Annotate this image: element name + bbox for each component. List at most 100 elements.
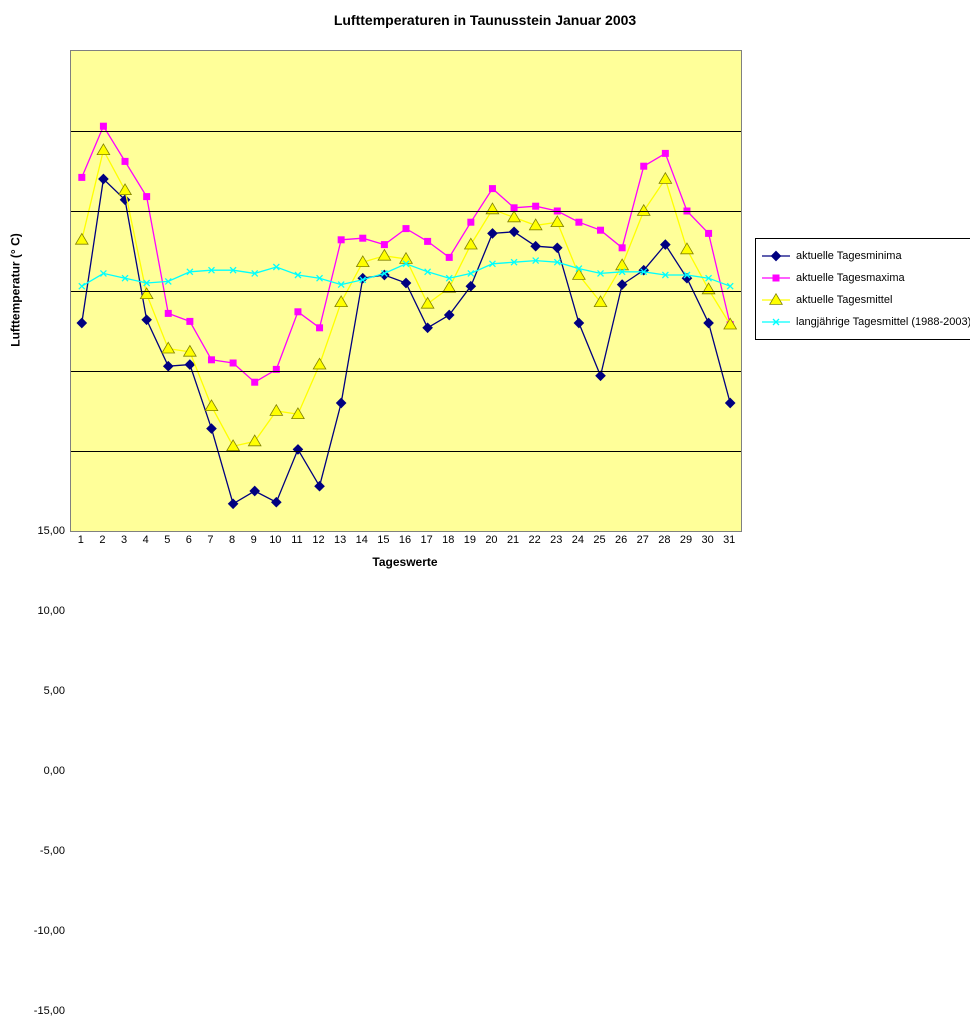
series-marker <box>468 219 474 225</box>
plot-area <box>70 50 742 532</box>
y-tick-label: -10,00 <box>20 925 65 937</box>
series-marker <box>293 445 302 454</box>
series-marker <box>100 123 106 129</box>
legend-item: langjährige Tagesmittel (1988-2003) <box>762 311 967 333</box>
x-tick-label: 18 <box>439 534 457 546</box>
x-tick-label: 17 <box>418 534 436 546</box>
series-marker <box>681 243 694 254</box>
series-marker <box>144 194 150 200</box>
x-tick-label: 20 <box>482 534 500 546</box>
series-marker <box>270 405 283 416</box>
series-marker <box>401 278 410 287</box>
legend-item: aktuelle Tagesmittel <box>762 289 967 311</box>
series-marker <box>79 283 85 289</box>
series-marker <box>574 318 583 327</box>
series-marker <box>335 296 348 307</box>
series-marker <box>313 358 326 369</box>
legend-label: aktuelle Tagesminima <box>796 250 902 262</box>
series-marker <box>662 150 668 156</box>
x-tick-label: 19 <box>461 534 479 546</box>
series-marker <box>317 325 323 331</box>
legend-item: aktuelle Tagesminima <box>762 245 967 267</box>
series-marker <box>76 234 89 245</box>
series-marker <box>165 310 171 316</box>
legend-swatch <box>762 249 790 263</box>
series-marker <box>511 205 517 211</box>
series-marker <box>337 398 346 407</box>
series-marker <box>659 173 672 184</box>
series-marker <box>531 242 540 251</box>
series-marker <box>509 227 518 236</box>
gridline <box>71 451 741 452</box>
chart-page: Lufttemperaturen in Taunusstein Januar 2… <box>0 0 970 604</box>
series-marker <box>162 342 175 353</box>
x-tick-label: 24 <box>569 534 587 546</box>
series-marker <box>421 298 434 309</box>
x-axis-title: Tageswerte <box>70 555 740 569</box>
legend-swatch <box>762 271 790 285</box>
y-tick-label: 10,00 <box>20 605 65 617</box>
chart-title: Lufttemperaturen in Taunusstein Januar 2… <box>0 12 970 28</box>
legend-label: aktuelle Tagesmittel <box>796 294 892 306</box>
x-tick-label: 2 <box>93 534 111 546</box>
series-marker <box>122 158 128 164</box>
x-tick-label: 5 <box>158 534 176 546</box>
series-marker <box>381 242 387 248</box>
series-marker <box>726 398 735 407</box>
x-tick-label: 8 <box>223 534 241 546</box>
series-marker <box>187 318 193 324</box>
series-marker <box>208 357 214 363</box>
gridline <box>71 291 741 292</box>
x-tick-label: 29 <box>677 534 695 546</box>
series-marker <box>207 424 216 433</box>
x-tick-label: 21 <box>504 534 522 546</box>
x-tick-label: 28 <box>655 534 673 546</box>
series-marker <box>97 144 110 155</box>
x-tick-label: 23 <box>547 534 565 546</box>
plot-wrap: -15,00-10,00-5,000,005,0010,0015,00 1234… <box>70 50 742 532</box>
legend-label: aktuelle Tagesmaxima <box>796 272 905 284</box>
series-marker <box>164 362 173 371</box>
series-marker <box>230 360 236 366</box>
series-marker <box>618 280 627 289</box>
series-marker <box>619 245 625 251</box>
x-tick-label: 27 <box>634 534 652 546</box>
x-tick-label: 6 <box>180 534 198 546</box>
x-tick-label: 26 <box>612 534 630 546</box>
series-marker <box>598 227 604 233</box>
series-marker <box>119 184 132 195</box>
series-marker <box>553 243 562 252</box>
series-marker <box>248 435 261 446</box>
x-tick-label: 11 <box>288 534 306 546</box>
series-marker <box>551 216 564 227</box>
series-marker <box>596 371 605 380</box>
series-marker <box>423 323 432 332</box>
legend-item: aktuelle Tagesmaxima <box>762 267 967 289</box>
x-tick-label: 1 <box>72 534 90 546</box>
y-tick-label: 15,00 <box>20 525 65 537</box>
gridline <box>71 131 741 132</box>
series-marker <box>465 238 478 249</box>
x-tick-label: 4 <box>137 534 155 546</box>
y-tick-label: 0,00 <box>20 765 65 777</box>
y-axis-title: Lufttemperatur (° C) <box>8 50 24 530</box>
series-marker <box>488 229 497 238</box>
series-marker <box>576 219 582 225</box>
x-tick-label: 15 <box>374 534 392 546</box>
series-marker <box>403 226 409 232</box>
x-tick-label: 30 <box>699 534 717 546</box>
gridline <box>71 211 741 212</box>
x-tick-label: 14 <box>353 534 371 546</box>
series-marker <box>425 238 431 244</box>
x-tick-label: 16 <box>396 534 414 546</box>
series-marker <box>250 486 259 495</box>
series-marker <box>252 379 258 385</box>
legend-label: langjährige Tagesmittel (1988-2003) <box>796 316 970 328</box>
x-tick-label: 3 <box>115 534 133 546</box>
series-marker <box>702 283 715 294</box>
series-line <box>82 150 730 446</box>
x-tick-label: 25 <box>591 534 609 546</box>
series-marker <box>489 186 495 192</box>
legend-swatch <box>762 315 790 329</box>
series-marker <box>205 400 218 411</box>
